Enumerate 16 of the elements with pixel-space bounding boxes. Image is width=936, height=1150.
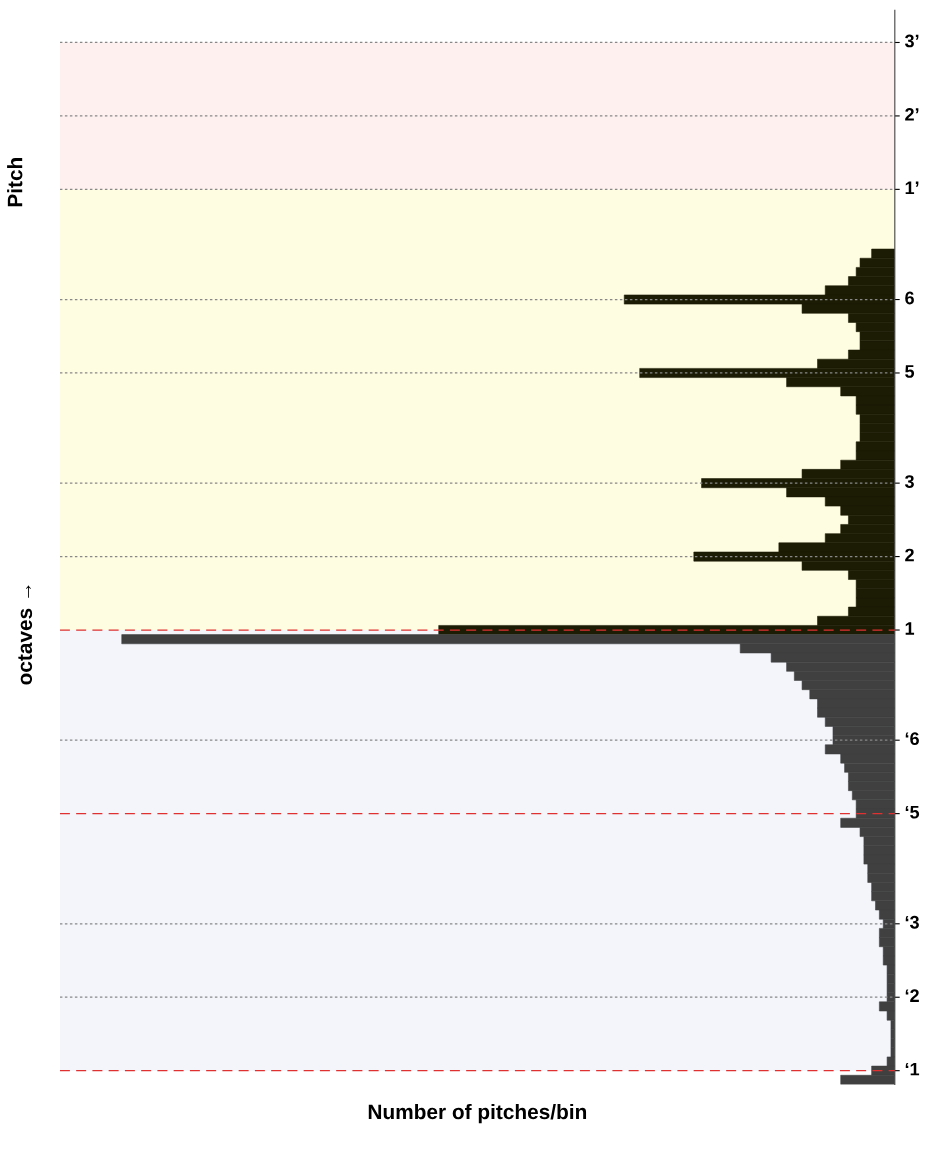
text: octaves → [18,585,33,685]
y-tick-label: 2 [905,548,914,562]
y-axis-title: Pitch [7,158,23,207]
y-tick-label: 5 [905,365,915,378]
x-axis-title: Number of pitches/bin [368,1103,587,1124]
y-tick-label: ‘2 [905,989,919,1002]
y-tick-label: 2’ [905,107,919,121]
y-tick-label: ‘1 [905,1062,920,1076]
y-tick-label: ‘3 [905,915,919,929]
y-tick-label: ‘6 [905,732,919,746]
y-tick-label: 1’ [905,181,919,195]
y-tick-label: ‘5 [905,805,920,819]
y-tick-label: 3’ [904,34,919,48]
y-tick-label: 6 [905,291,914,305]
y-tick-label: 1 [905,622,915,635]
y-tick-label: 3 [904,475,914,489]
